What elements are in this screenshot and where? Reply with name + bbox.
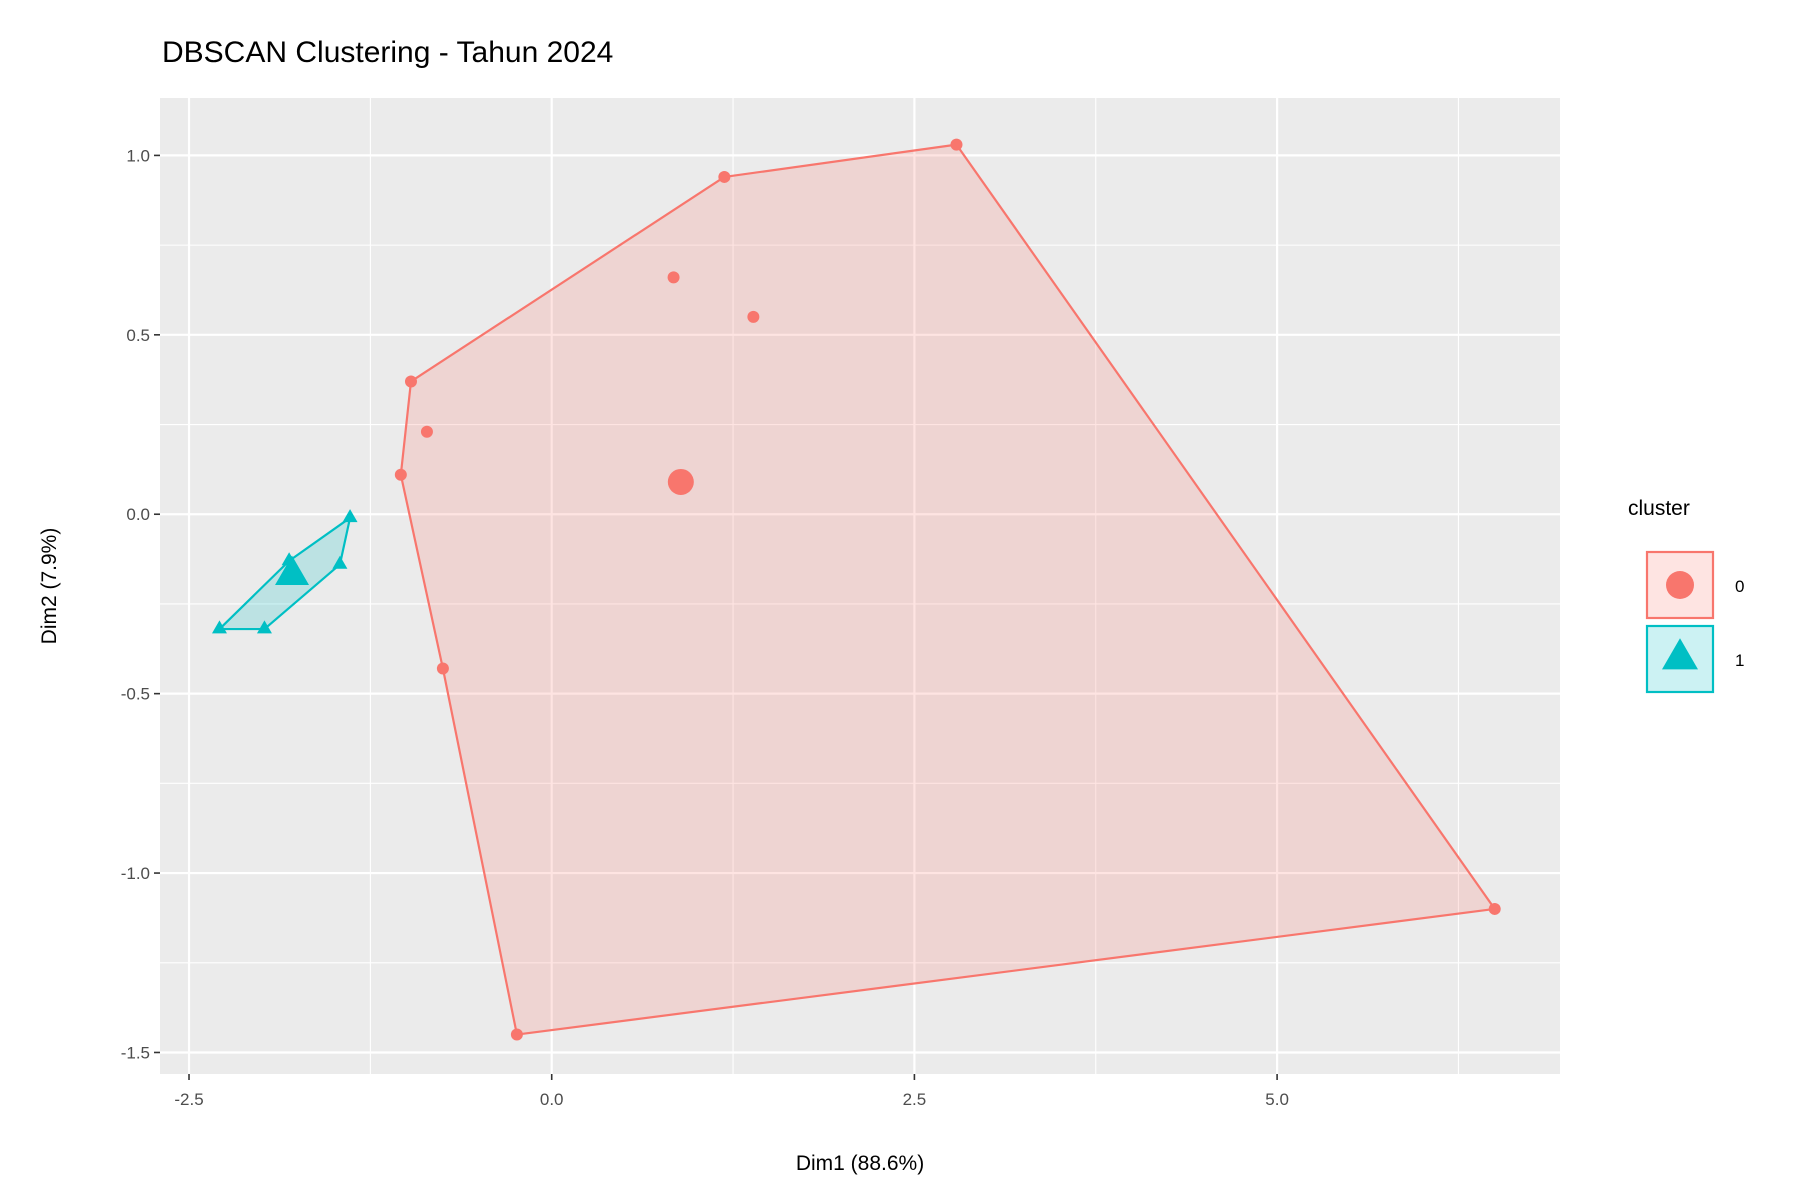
legend-item-0: 0 [1645, 550, 1744, 620]
plot-panel [160, 98, 1560, 1074]
x-tick-label: -2.5 [174, 1090, 203, 1109]
cluster-1-point [256, 620, 272, 634]
cluster-0-point [718, 170, 731, 183]
legend: cluster 01 [1628, 497, 1744, 694]
cluster-0-hull [399, 143, 1496, 1036]
y-tick-label: 0.5 [126, 326, 150, 345]
chart-title: DBSCAN Clustering - Tahun 2024 [162, 36, 613, 69]
legend-marker-1 [1662, 638, 1698, 670]
x-axis-title: Dim1 (88.6%) [796, 1152, 924, 1175]
y-tick-label: -0.5 [121, 685, 150, 704]
cluster-0-centroid [667, 468, 694, 495]
cluster-1-centroid [275, 555, 310, 586]
y-tick-label: 0.0 [126, 505, 150, 524]
cluster-0-point [950, 138, 963, 151]
legend-title: cluster [1628, 497, 1690, 520]
cluster-1-point [332, 555, 348, 569]
cluster-0-point [510, 1028, 523, 1041]
cluster-0-point [394, 468, 407, 481]
legend-label-1: 1 [1735, 651, 1744, 670]
legend-items: 01 [1645, 550, 1744, 694]
cluster-0-point [420, 425, 433, 438]
cluster-1-point [342, 509, 358, 523]
x-tick-label: 5.0 [1265, 1090, 1289, 1109]
cluster-1-point [211, 620, 227, 634]
axes: -2.5 0.0 2.5 5.0 -1.5 -1.0 -0.5 0.0 0.5 1.0 [121, 146, 1289, 1109]
data-points [211, 138, 1501, 1041]
cluster-0-point [747, 310, 760, 323]
y-axis-title: Dim2 (7.9%) [38, 528, 61, 645]
y-tick-label: 1.0 [126, 146, 150, 165]
x-tick-label: 2.5 [903, 1090, 927, 1109]
x-tick-label: 0.0 [540, 1090, 564, 1109]
legend-marker-0 [1666, 571, 1694, 599]
cluster-0-point [436, 662, 449, 675]
y-tick-label: -1.0 [121, 864, 150, 883]
legend-label-0: 0 [1735, 577, 1744, 596]
cluster-0-point [667, 271, 680, 284]
y-tick-label: -1.5 [121, 1043, 150, 1062]
legend-item-1: 1 [1645, 624, 1744, 694]
grid-lines [160, 98, 1560, 1074]
cluster-0-point [404, 375, 417, 388]
cluster-0-point [1488, 902, 1501, 915]
